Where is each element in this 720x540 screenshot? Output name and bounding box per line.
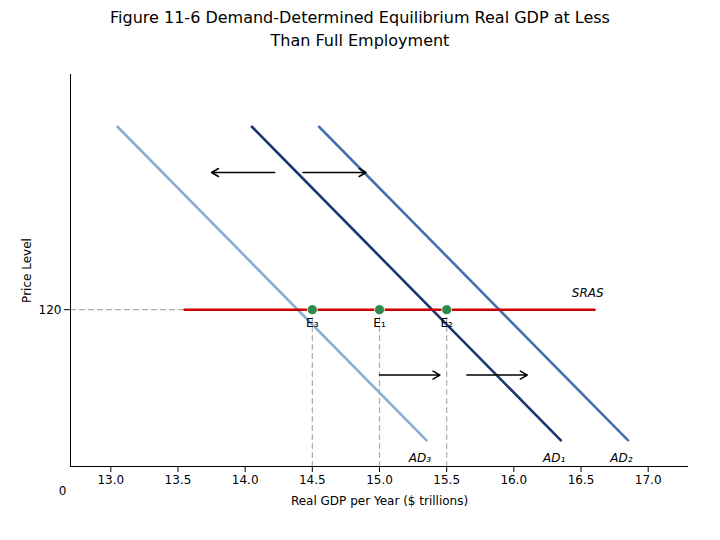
svg-text:16.5: 16.5 [568, 473, 595, 487]
svg-text:AD₃: AD₃ [408, 451, 431, 465]
svg-text:E₂: E₂ [440, 316, 453, 330]
svg-text:120: 120 [39, 302, 62, 316]
svg-text:AD₂: AD₂ [609, 451, 632, 465]
svg-text:E₃: E₃ [306, 316, 319, 330]
html-text:Figure 11-6 Demand-Determined: Figure 11-6 Demand-Determined Equilibriu… [110, 8, 610, 27]
svg-text:SRAS: SRAS [572, 285, 604, 299]
html-text:Than Full Employment: Than Full Employment [270, 30, 450, 50]
svg-text:15.5: 15.5 [433, 473, 460, 487]
svg-text:13.0: 13.0 [97, 473, 124, 487]
svg-text:16.0: 16.0 [500, 473, 527, 487]
svg-text:13.5: 13.5 [165, 473, 192, 487]
svg-text:E₁: E₁ [373, 316, 386, 330]
svg-text:17.0: 17.0 [635, 473, 662, 487]
svg-text:0: 0 [59, 483, 67, 497]
svg-text:14.5: 14.5 [299, 473, 326, 487]
svg-text:15.0: 15.0 [366, 473, 393, 487]
svg-text:14.0: 14.0 [232, 473, 259, 487]
svg-text:Price Level: Price Level [20, 238, 34, 303]
svg-text:AD₁: AD₁ [542, 451, 565, 465]
svg-text:Real GDP per Year ($ trillions: Real GDP per Year ($ trillions) [291, 493, 468, 507]
